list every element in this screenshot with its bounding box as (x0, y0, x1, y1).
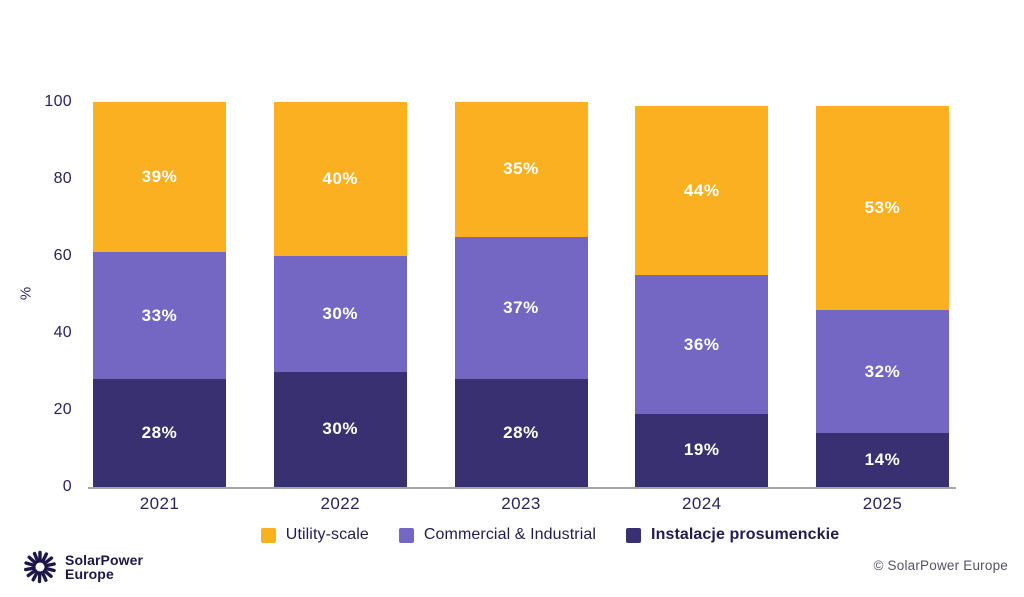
segment-value-label: 53% (864, 197, 901, 217)
segment-value-label: 35% (503, 159, 539, 179)
legend-item: Commercial & Industrial (398, 526, 597, 544)
legend-item: Utility-scale (260, 526, 369, 544)
sunburst-icon (24, 550, 56, 584)
y-tick-label: 80 (53, 170, 72, 187)
bar-segment: 53% (816, 105, 949, 310)
segment-value-label: 32% (864, 361, 901, 381)
segment-value-label: 19% (683, 440, 720, 460)
segment-value-label: 39% (141, 167, 178, 187)
bar-2022: 30% 30% 40% (273, 102, 407, 487)
bar-segment: 40% (273, 102, 407, 256)
copyright-text: © SolarPower Europe (873, 558, 1008, 573)
bar-segment: 28% (93, 379, 226, 487)
logo-wordmark: SolarPower Europe (65, 551, 144, 582)
segment-value-label: 14% (864, 450, 901, 470)
bar-segment: 44% (635, 105, 769, 276)
legend-swatch (260, 527, 276, 543)
y-tick-label: 100 (44, 93, 72, 110)
legend-swatch (398, 527, 414, 543)
segment-value-label: 28% (141, 423, 178, 443)
logo-line2: Europe (65, 566, 114, 582)
legend: Utility-scale Commercial & Industrial Inst… (0, 526, 1024, 544)
bar-2024: 19% 36% 44% (635, 105, 769, 487)
legend-item: Instalacje prosumenckie (626, 526, 839, 544)
logo-line1: SolarPower (65, 551, 144, 568)
sunburst-rays (24, 550, 56, 584)
bar-2023: 28% 37% 35% (454, 102, 588, 487)
segment-value-label: 44% (683, 180, 720, 200)
x-tick-label: 2022 (320, 494, 360, 513)
x-axis-line (88, 487, 956, 489)
bar-segment: 37% (454, 236, 588, 380)
legend-label: Instalacje prosumenckie (651, 526, 840, 543)
legend-swatch (626, 527, 642, 543)
segment-value-label: 40% (322, 169, 359, 188)
bar-segment: 28% (454, 379, 588, 487)
segment-value-label: 36% (683, 334, 720, 354)
segment-value-label: 33% (141, 305, 178, 325)
y-tick-label: 40 (53, 324, 72, 341)
segment-value-label: 30% (322, 419, 359, 439)
bar-2025: 14% 32% 53% (816, 105, 949, 487)
y-axis-title: % (17, 286, 35, 301)
bar-segment: 39% (93, 102, 226, 253)
y-tick-label: 60 (53, 247, 72, 264)
bar-segment: 30% (273, 256, 407, 372)
x-tick-label: 2025 (862, 494, 903, 513)
bar-segment: 36% (635, 275, 769, 414)
bar-segment: 19% (635, 413, 769, 487)
legend-label: Commercial & Industrial (423, 526, 597, 543)
segment-value-label: 37% (503, 297, 539, 317)
y-tick-label: 20 (53, 401, 72, 418)
y-tick-label: 0 (62, 478, 72, 495)
solarpower-europe-logo: SolarPower Europe (22, 549, 143, 585)
x-tick-label: 2023 (501, 494, 541, 513)
bar-segment: 32% (816, 309, 949, 434)
bar-2021: 28% 33% 39% (93, 102, 226, 487)
legend-label: Utility-scale (285, 526, 369, 543)
bar-segment: 33% (93, 252, 226, 380)
bar-segment: 30% (273, 371, 407, 487)
x-tick-label: 2024 (682, 494, 722, 513)
segment-value-label: 30% (322, 303, 359, 323)
x-tick-label: 2021 (139, 494, 180, 513)
bar-segment: 14% (816, 433, 949, 487)
segment-value-label: 28% (503, 423, 539, 443)
bar-segment: 35% (454, 102, 588, 237)
